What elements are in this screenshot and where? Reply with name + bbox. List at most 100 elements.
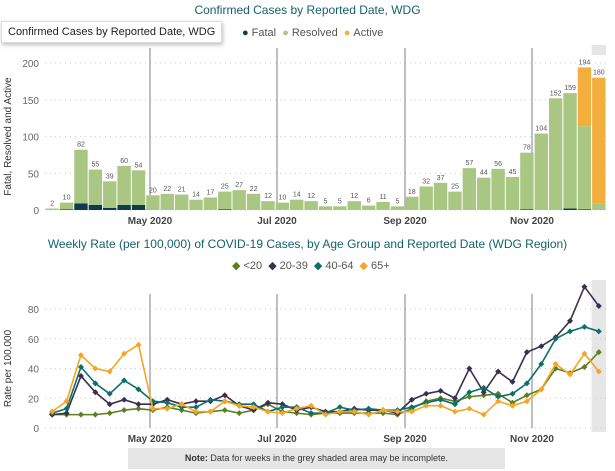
bar-resolved xyxy=(290,199,304,210)
line-point-65+ xyxy=(322,411,329,418)
bar-fatal xyxy=(520,209,534,210)
line-point-20-39 xyxy=(135,401,142,408)
bar-resolved xyxy=(103,181,117,208)
bar-data-label: 5 xyxy=(395,198,399,205)
incomplete-data-note: Note: Data for weeks in the grey shaded … xyxy=(128,448,505,469)
line-point-65+ xyxy=(495,398,502,405)
line-point-40-64 xyxy=(106,390,113,397)
line-point-40-64 xyxy=(437,396,444,403)
bar-fatal xyxy=(131,204,146,210)
bar-data-label: 5 xyxy=(338,198,342,205)
bar-data-label: 78 xyxy=(523,145,531,152)
line-ylabel: Rate per 100,000 xyxy=(3,329,14,407)
bar-data-label: 6 xyxy=(367,198,371,205)
bar-resolved xyxy=(131,170,146,205)
line-point-<20 xyxy=(77,411,84,418)
bar-fatal xyxy=(88,204,103,210)
bar-ytick: 200 xyxy=(22,59,39,70)
legend-active[interactable]: Active xyxy=(353,27,384,39)
bar-fatal xyxy=(577,209,592,210)
line-point-65+ xyxy=(178,401,185,408)
line-point-65+ xyxy=(466,405,473,412)
line-point-20-39 xyxy=(523,349,530,356)
bar-resolved xyxy=(45,208,59,210)
bar-data-label: 2 xyxy=(50,201,54,208)
line-point-40-64 xyxy=(121,377,128,384)
line-point-65+ xyxy=(264,408,271,415)
line-point-40-64 xyxy=(523,380,530,387)
bar-fatal xyxy=(218,209,232,210)
line-point-40-64 xyxy=(567,328,574,335)
legend-40-64-icon: ◆ xyxy=(313,260,323,272)
legend-65-icon: ◆ xyxy=(359,260,369,272)
line-point-65+ xyxy=(567,371,574,378)
line-point-40-64 xyxy=(509,390,516,397)
line-ytick: 80 xyxy=(28,305,40,316)
bar-resolved xyxy=(117,165,131,205)
line-point-65+ xyxy=(480,411,487,418)
bar-xtick: Nov 2020 xyxy=(510,216,554,227)
legend-65[interactable]: 65+ xyxy=(371,260,390,272)
legend-40-64[interactable]: 40-64 xyxy=(325,260,354,272)
line-point-65+ xyxy=(279,410,286,417)
line-point-20-39 xyxy=(451,395,458,402)
bar-fatal xyxy=(103,207,117,210)
bar-resolved xyxy=(534,133,548,210)
bar-data-label: 45 xyxy=(509,169,517,176)
bar-resolved xyxy=(232,190,246,210)
bar-data-label: 104 xyxy=(535,126,547,133)
bar-data-label: 14 xyxy=(192,192,200,199)
bar-data-label: 12 xyxy=(350,193,358,200)
bar-legend: ● Fatal ● Resolved ● Active xyxy=(242,27,386,39)
line-point-20-39 xyxy=(121,396,128,403)
line-point-65+ xyxy=(92,365,99,372)
line-point-20-39 xyxy=(264,399,271,406)
bar-resolved xyxy=(405,196,419,210)
legend-fatal[interactable]: Fatal xyxy=(251,27,277,39)
line-point-40-64 xyxy=(164,399,171,406)
line-point-20-39 xyxy=(466,365,473,372)
bar-ytick: 50 xyxy=(28,169,40,180)
legend-u20[interactable]: <20 xyxy=(243,260,263,272)
bar-fatal xyxy=(59,209,74,210)
legend-20-39[interactable]: 20-39 xyxy=(279,260,308,272)
bar-data-label: 10 xyxy=(278,195,286,202)
line-point-40-64 xyxy=(495,393,502,400)
bar-data-label: 32 xyxy=(422,178,430,185)
legend-20-39-icon: ◆ xyxy=(268,260,277,272)
legend-resolved-icon: ● xyxy=(282,27,289,39)
line-series-65+ xyxy=(51,343,600,416)
bar-active xyxy=(577,67,592,127)
line-point-40-64 xyxy=(466,389,473,396)
line-point-65+ xyxy=(351,408,358,415)
line-point-65+ xyxy=(293,405,300,412)
line-point-40-64 xyxy=(581,323,588,330)
line-point-<20 xyxy=(581,364,588,371)
bar-data-label: 12 xyxy=(307,193,315,200)
bar-resolved xyxy=(174,194,189,210)
bar-data-label: 82 xyxy=(77,142,85,149)
bar-chart-title: Confirmed Cases by Reported Date, WDG xyxy=(194,3,421,17)
line-legend: ◆ <20 ◆ 20-39 ◆ 40-64 ◆ 65+ xyxy=(232,259,393,272)
bar-data-label: 17 xyxy=(207,190,215,197)
line-series-20-39 xyxy=(52,285,600,416)
line-point-65+ xyxy=(365,411,372,418)
legend-resolved[interactable]: Resolved xyxy=(291,27,338,39)
line-point-20-39 xyxy=(538,343,545,350)
bar-data-label: 56 xyxy=(494,161,502,168)
line-point-65+ xyxy=(380,407,387,414)
line-point-<20 xyxy=(92,411,99,418)
bar-data-label: 25 xyxy=(451,184,459,191)
bar-data-label: 44 xyxy=(480,170,488,177)
line-point-20-39 xyxy=(595,303,602,310)
line-point-40-64 xyxy=(408,404,415,411)
line-point-20-39 xyxy=(581,283,588,290)
bar-resolved xyxy=(318,206,333,210)
line-point-<20 xyxy=(236,410,243,417)
line-point-65+ xyxy=(121,350,128,357)
line-point-65+ xyxy=(523,398,530,405)
line-xtick: May 2020 xyxy=(128,434,173,445)
bar-xtick: May 2020 xyxy=(128,216,173,227)
bar-resolved xyxy=(59,202,74,210)
line-point-65+ xyxy=(437,402,444,409)
